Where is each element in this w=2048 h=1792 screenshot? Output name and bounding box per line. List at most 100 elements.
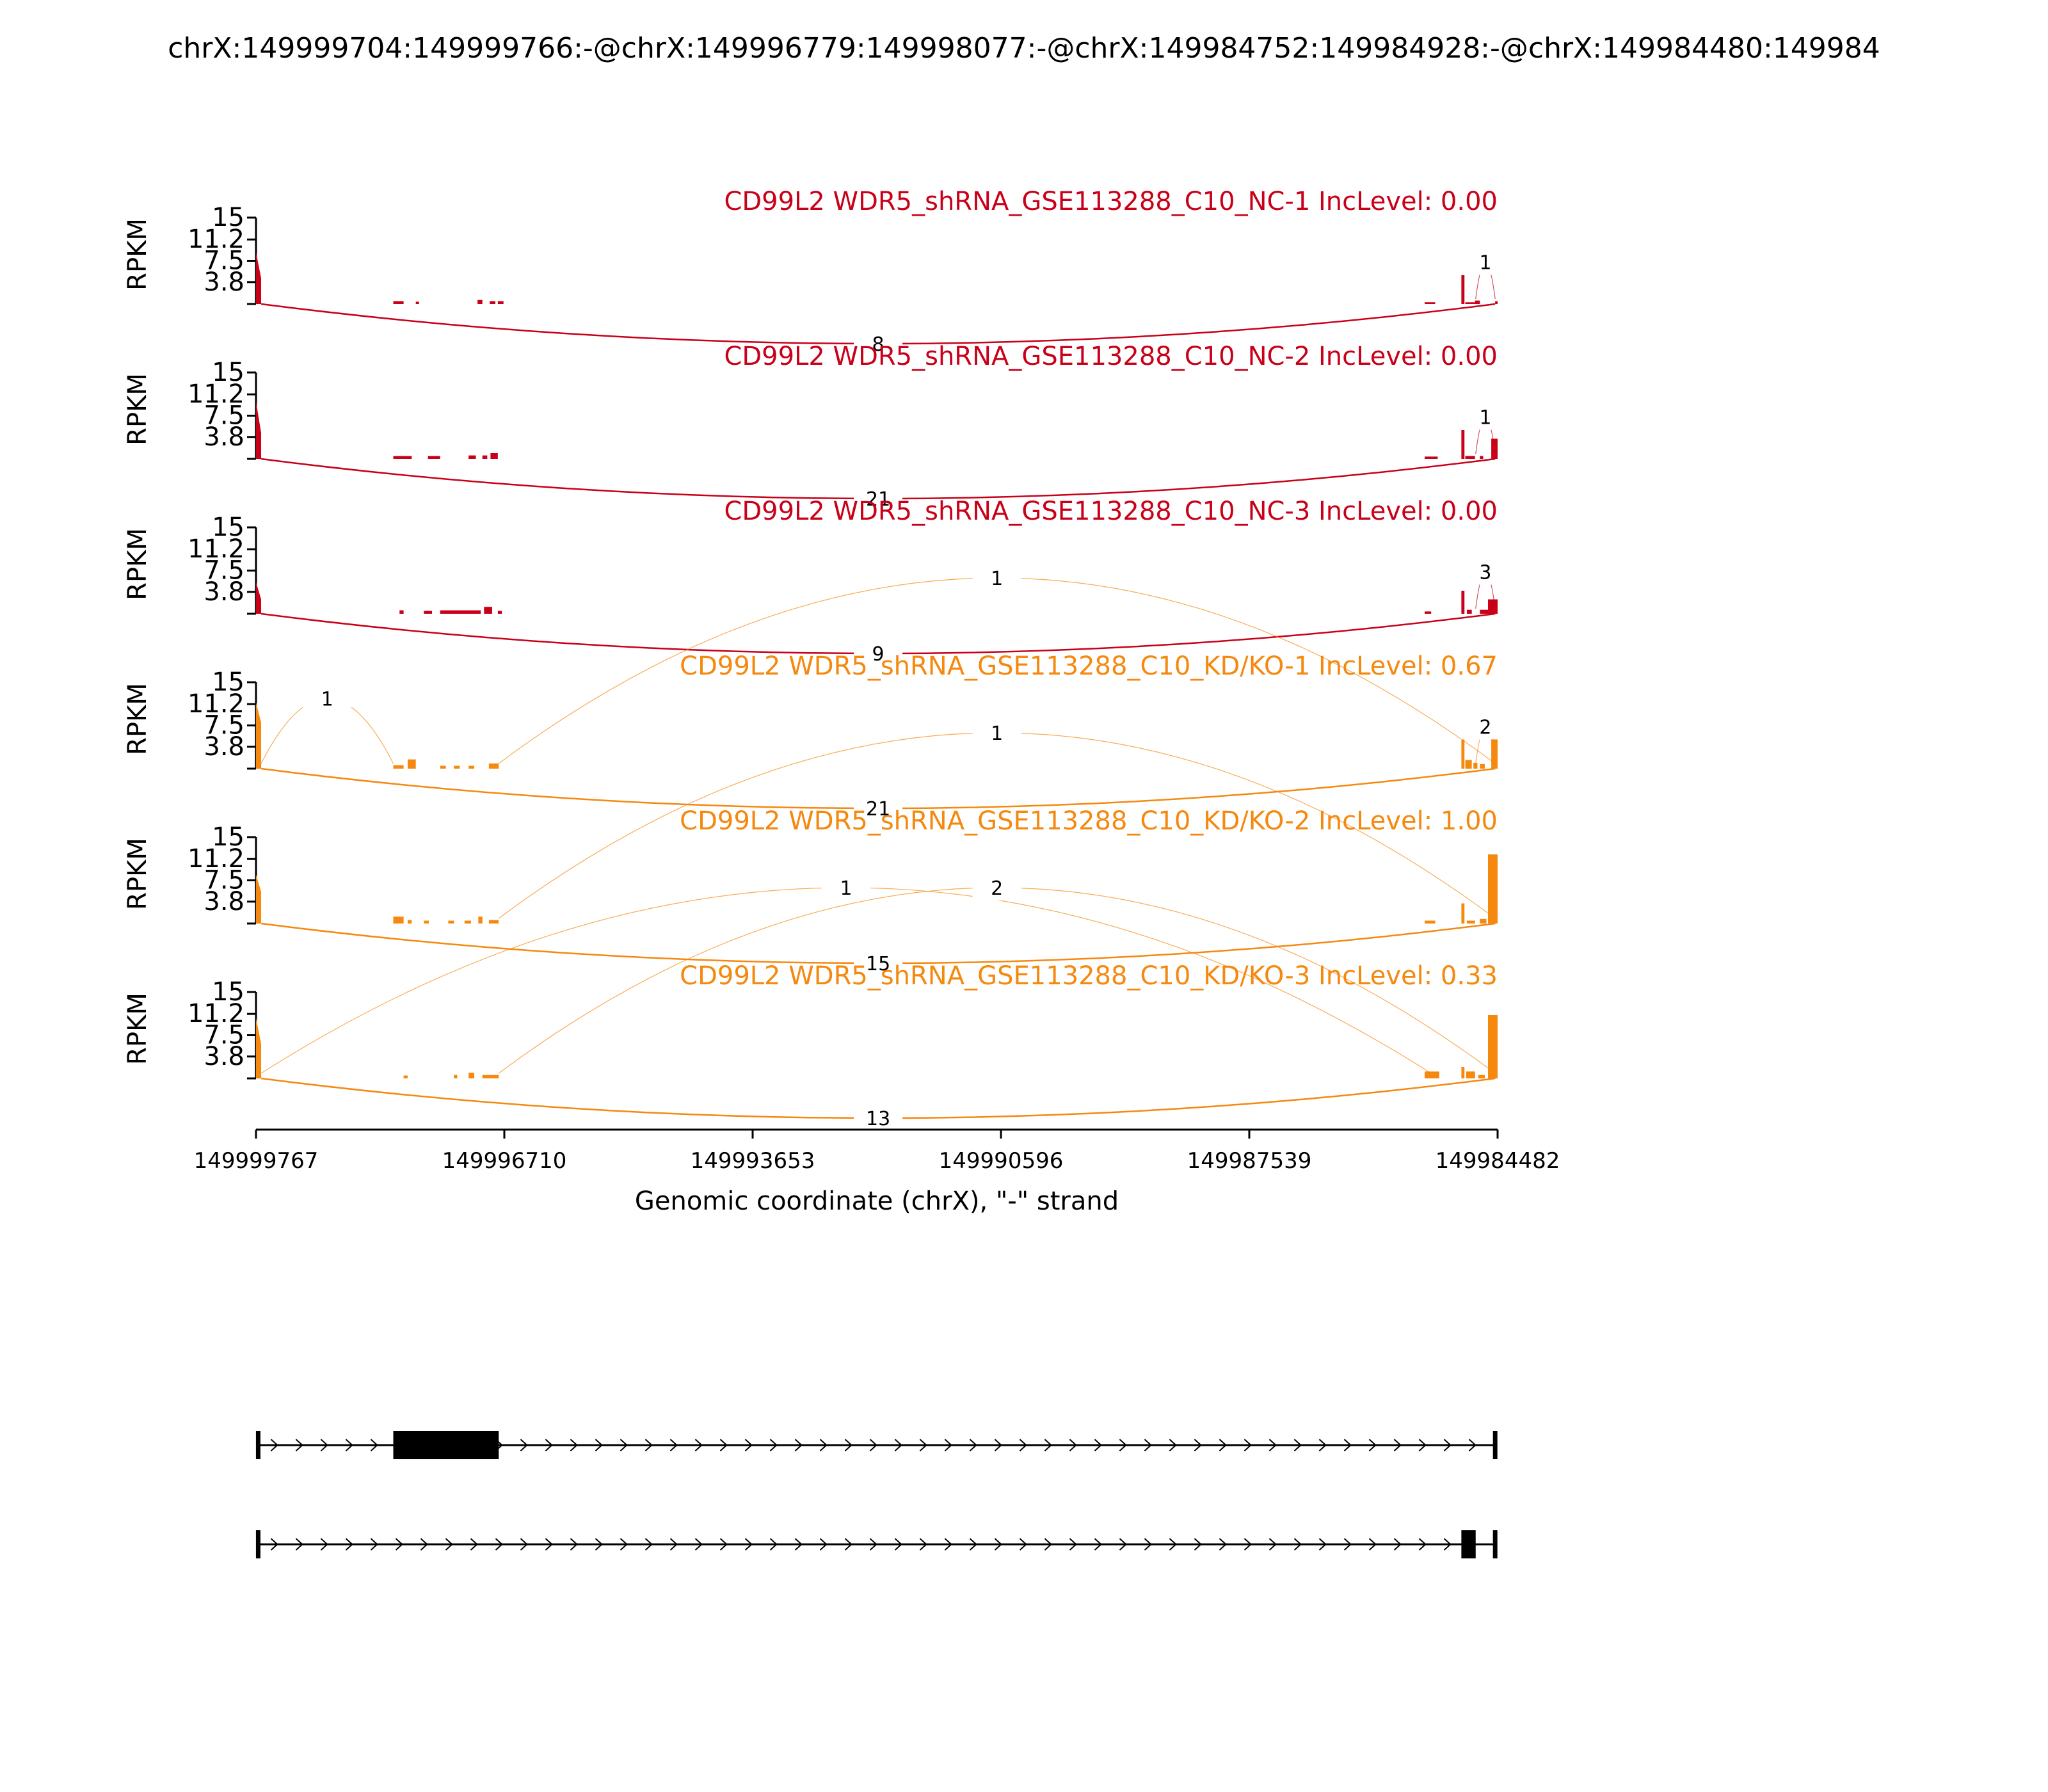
gene-isoforms (255, 1431, 1498, 1558)
coverage-bar (1488, 854, 1498, 924)
y-tick-label: 15 (212, 358, 244, 387)
strand-arrow-icon (869, 1538, 877, 1551)
panel-title: CD99L2 WDR5_shRNA_GSE113288_C10_NC-1 Inc… (724, 187, 1498, 216)
y-axis-label: RPKM (123, 838, 152, 910)
strand-arrow-icon (944, 1439, 952, 1452)
y-tick-label: 11.2 (188, 534, 244, 564)
y-tick-label: 3.8 (204, 422, 244, 452)
coverage-bar (1425, 920, 1436, 924)
coverage-bar (454, 765, 460, 769)
junction-count-label: 1 (1479, 252, 1491, 274)
x-axis-label: Genomic coordinate (chrX), "-" strand (635, 1187, 1119, 1216)
strand-arrow-icon (1268, 1439, 1277, 1452)
coverage-bar (490, 453, 498, 459)
strand-arrow-icon (1343, 1439, 1352, 1452)
coverage-bar (440, 765, 446, 769)
strand-arrow-icon (694, 1538, 703, 1551)
y-tick-label: 11.2 (188, 380, 244, 409)
x-tick-label: 149999767 (194, 1148, 319, 1174)
panel-title: CD99L2 WDR5_shRNA_GSE113288_C10_NC-2 Inc… (724, 342, 1498, 371)
coverage-bar (484, 607, 492, 614)
coverage-bar (448, 920, 454, 924)
y-tick-label: 3.8 (204, 577, 244, 607)
strand-arrow-icon (1119, 1439, 1127, 1452)
coverage-bar (488, 920, 499, 924)
coverage-bar (424, 611, 433, 614)
strand-arrow-icon (794, 1439, 803, 1452)
strand-arrow-icon (520, 1439, 528, 1452)
strand-arrow-icon (819, 1439, 828, 1452)
coverage-bar (1478, 1075, 1485, 1078)
strand-arrow-icon (794, 1538, 803, 1551)
panel-title: CD99L2 WDR5_shRNA_GSE113288_C10_KD/KO-1 … (680, 652, 1498, 681)
strand-arrow-icon (270, 1538, 278, 1551)
junction-count-label: 9 (872, 643, 884, 666)
coverage-bar (478, 916, 483, 924)
strand-arrow-icon (470, 1538, 478, 1551)
junction-label-bg (854, 796, 903, 821)
strand-arrow-icon (1219, 1439, 1227, 1452)
coverage-bar (428, 456, 440, 459)
coverage-bar (1480, 456, 1484, 459)
strand-arrow-icon (1393, 1538, 1402, 1551)
strand-arrow-icon (1318, 1538, 1327, 1551)
y-axis-label: RPKM (123, 528, 152, 600)
coverage-bar (399, 610, 404, 614)
strand-arrow-icon (1293, 1538, 1302, 1551)
strand-arrow-icon (1094, 1538, 1102, 1551)
coverage-bar (1461, 430, 1465, 459)
strand-arrow-icon (320, 1439, 328, 1452)
strand-arrow-icon (1368, 1439, 1377, 1452)
strand-arrow-icon (420, 1538, 428, 1551)
y-tick-label: 15 (212, 822, 244, 852)
strand-arrow-icon (320, 1538, 328, 1551)
coverage-bar (393, 765, 404, 769)
strand-arrow-icon (570, 1439, 578, 1452)
y-tick-label: 11.2 (188, 844, 244, 874)
strand-arrow-icon (769, 1538, 778, 1551)
coverage-bar (477, 300, 483, 304)
coverage-bar (1461, 275, 1465, 304)
strand-arrow-icon (345, 1538, 353, 1551)
strand-arrow-icon (1443, 1439, 1452, 1452)
coverage-bar (256, 252, 261, 304)
coverage-bar (1491, 734, 1498, 769)
x-tick-label: 149984482 (1436, 1148, 1560, 1174)
junction-label-bg (854, 331, 903, 356)
strand-arrow-icon (1268, 1538, 1277, 1551)
junction-label-bg (854, 950, 903, 976)
junction-label-bg (972, 565, 1021, 591)
coverage-bar (1461, 1067, 1465, 1078)
coverage-bar (424, 920, 429, 924)
strand-arrow-icon (1019, 1538, 1027, 1551)
strand-arrow-icon (1144, 1538, 1152, 1551)
coverage-bar (403, 1075, 408, 1078)
strand-arrow-icon (744, 1538, 753, 1551)
strand-arrow-icon (570, 1538, 578, 1551)
strand-arrow-icon (894, 1439, 902, 1452)
coverage-bar (1467, 920, 1475, 924)
strand-arrow-icon (1169, 1439, 1177, 1452)
junction-label-bg (822, 875, 871, 900)
junction-label-bg (972, 875, 1021, 900)
strand-arrow-icon (1219, 1538, 1227, 1551)
strand-arrow-icon (1443, 1538, 1452, 1551)
exon-block (1461, 1530, 1476, 1558)
junction-count-label: 1 (991, 723, 1003, 745)
strand-arrow-icon (969, 1538, 977, 1551)
y-tick-label: 3.8 (204, 1042, 244, 1071)
panel-title: CD99L2 WDR5_shRNA_GSE113288_C10_KD/KO-2 … (680, 806, 1498, 836)
strand-arrow-icon (644, 1538, 653, 1551)
strand-arrow-icon (395, 1538, 403, 1551)
coverage-bar (1488, 599, 1498, 614)
coverage-bar (393, 456, 412, 459)
strand-arrow-icon (1293, 1439, 1302, 1452)
coverage-bar (490, 301, 496, 304)
junction-count-label: 2 (991, 877, 1003, 900)
